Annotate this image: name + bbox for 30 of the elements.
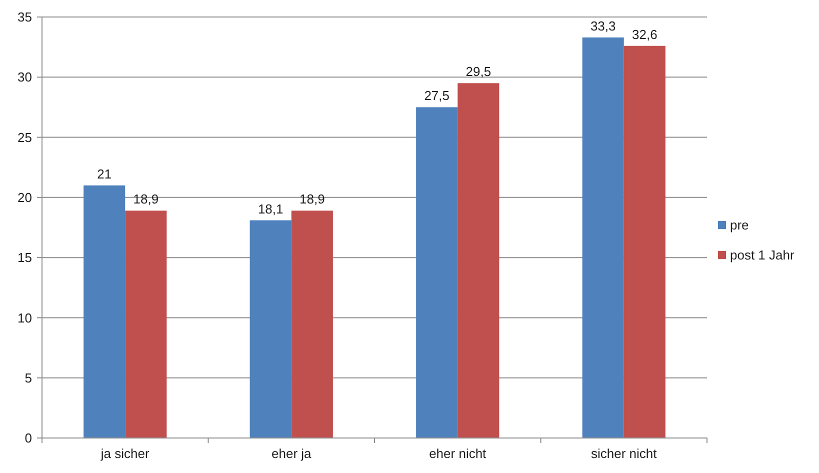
- x-tick-label: ja sicher: [100, 446, 150, 461]
- bar: [458, 83, 500, 438]
- x-tick-label: sicher nicht: [591, 446, 658, 461]
- y-tick-label: 5: [24, 370, 32, 386]
- y-tick-label: 0: [24, 430, 32, 446]
- data-label: 18,1: [258, 201, 284, 216]
- y-tick-label: 25: [18, 130, 32, 145]
- data-label: 18,9: [300, 192, 325, 207]
- bar: [416, 107, 458, 438]
- x-tick-label: eher nicht: [429, 446, 487, 461]
- data-label: 29,5: [466, 64, 492, 80]
- y-tick-label: 20: [18, 190, 32, 205]
- data-label: 21: [97, 166, 112, 182]
- y-tick-label: 30: [18, 70, 32, 85]
- bar: [125, 210, 167, 438]
- y-tick-label: 10: [18, 310, 32, 326]
- data-label: 32,6: [632, 26, 658, 42]
- data-label: 33,3: [590, 18, 616, 34]
- legend-label: pre: [730, 218, 749, 233]
- bar: [582, 37, 624, 438]
- data-label: 27,5: [424, 88, 450, 104]
- bar: [250, 220, 292, 438]
- bar: [84, 185, 126, 438]
- y-tick-label: 35: [18, 10, 32, 25]
- data-label: 18,9: [133, 192, 159, 207]
- y-tick-label: 15: [18, 250, 32, 266]
- bar: [624, 46, 666, 438]
- x-tick-label: eher ja: [272, 446, 312, 461]
- legend-label: post 1 Jahr: [730, 248, 795, 263]
- bar: [291, 210, 333, 438]
